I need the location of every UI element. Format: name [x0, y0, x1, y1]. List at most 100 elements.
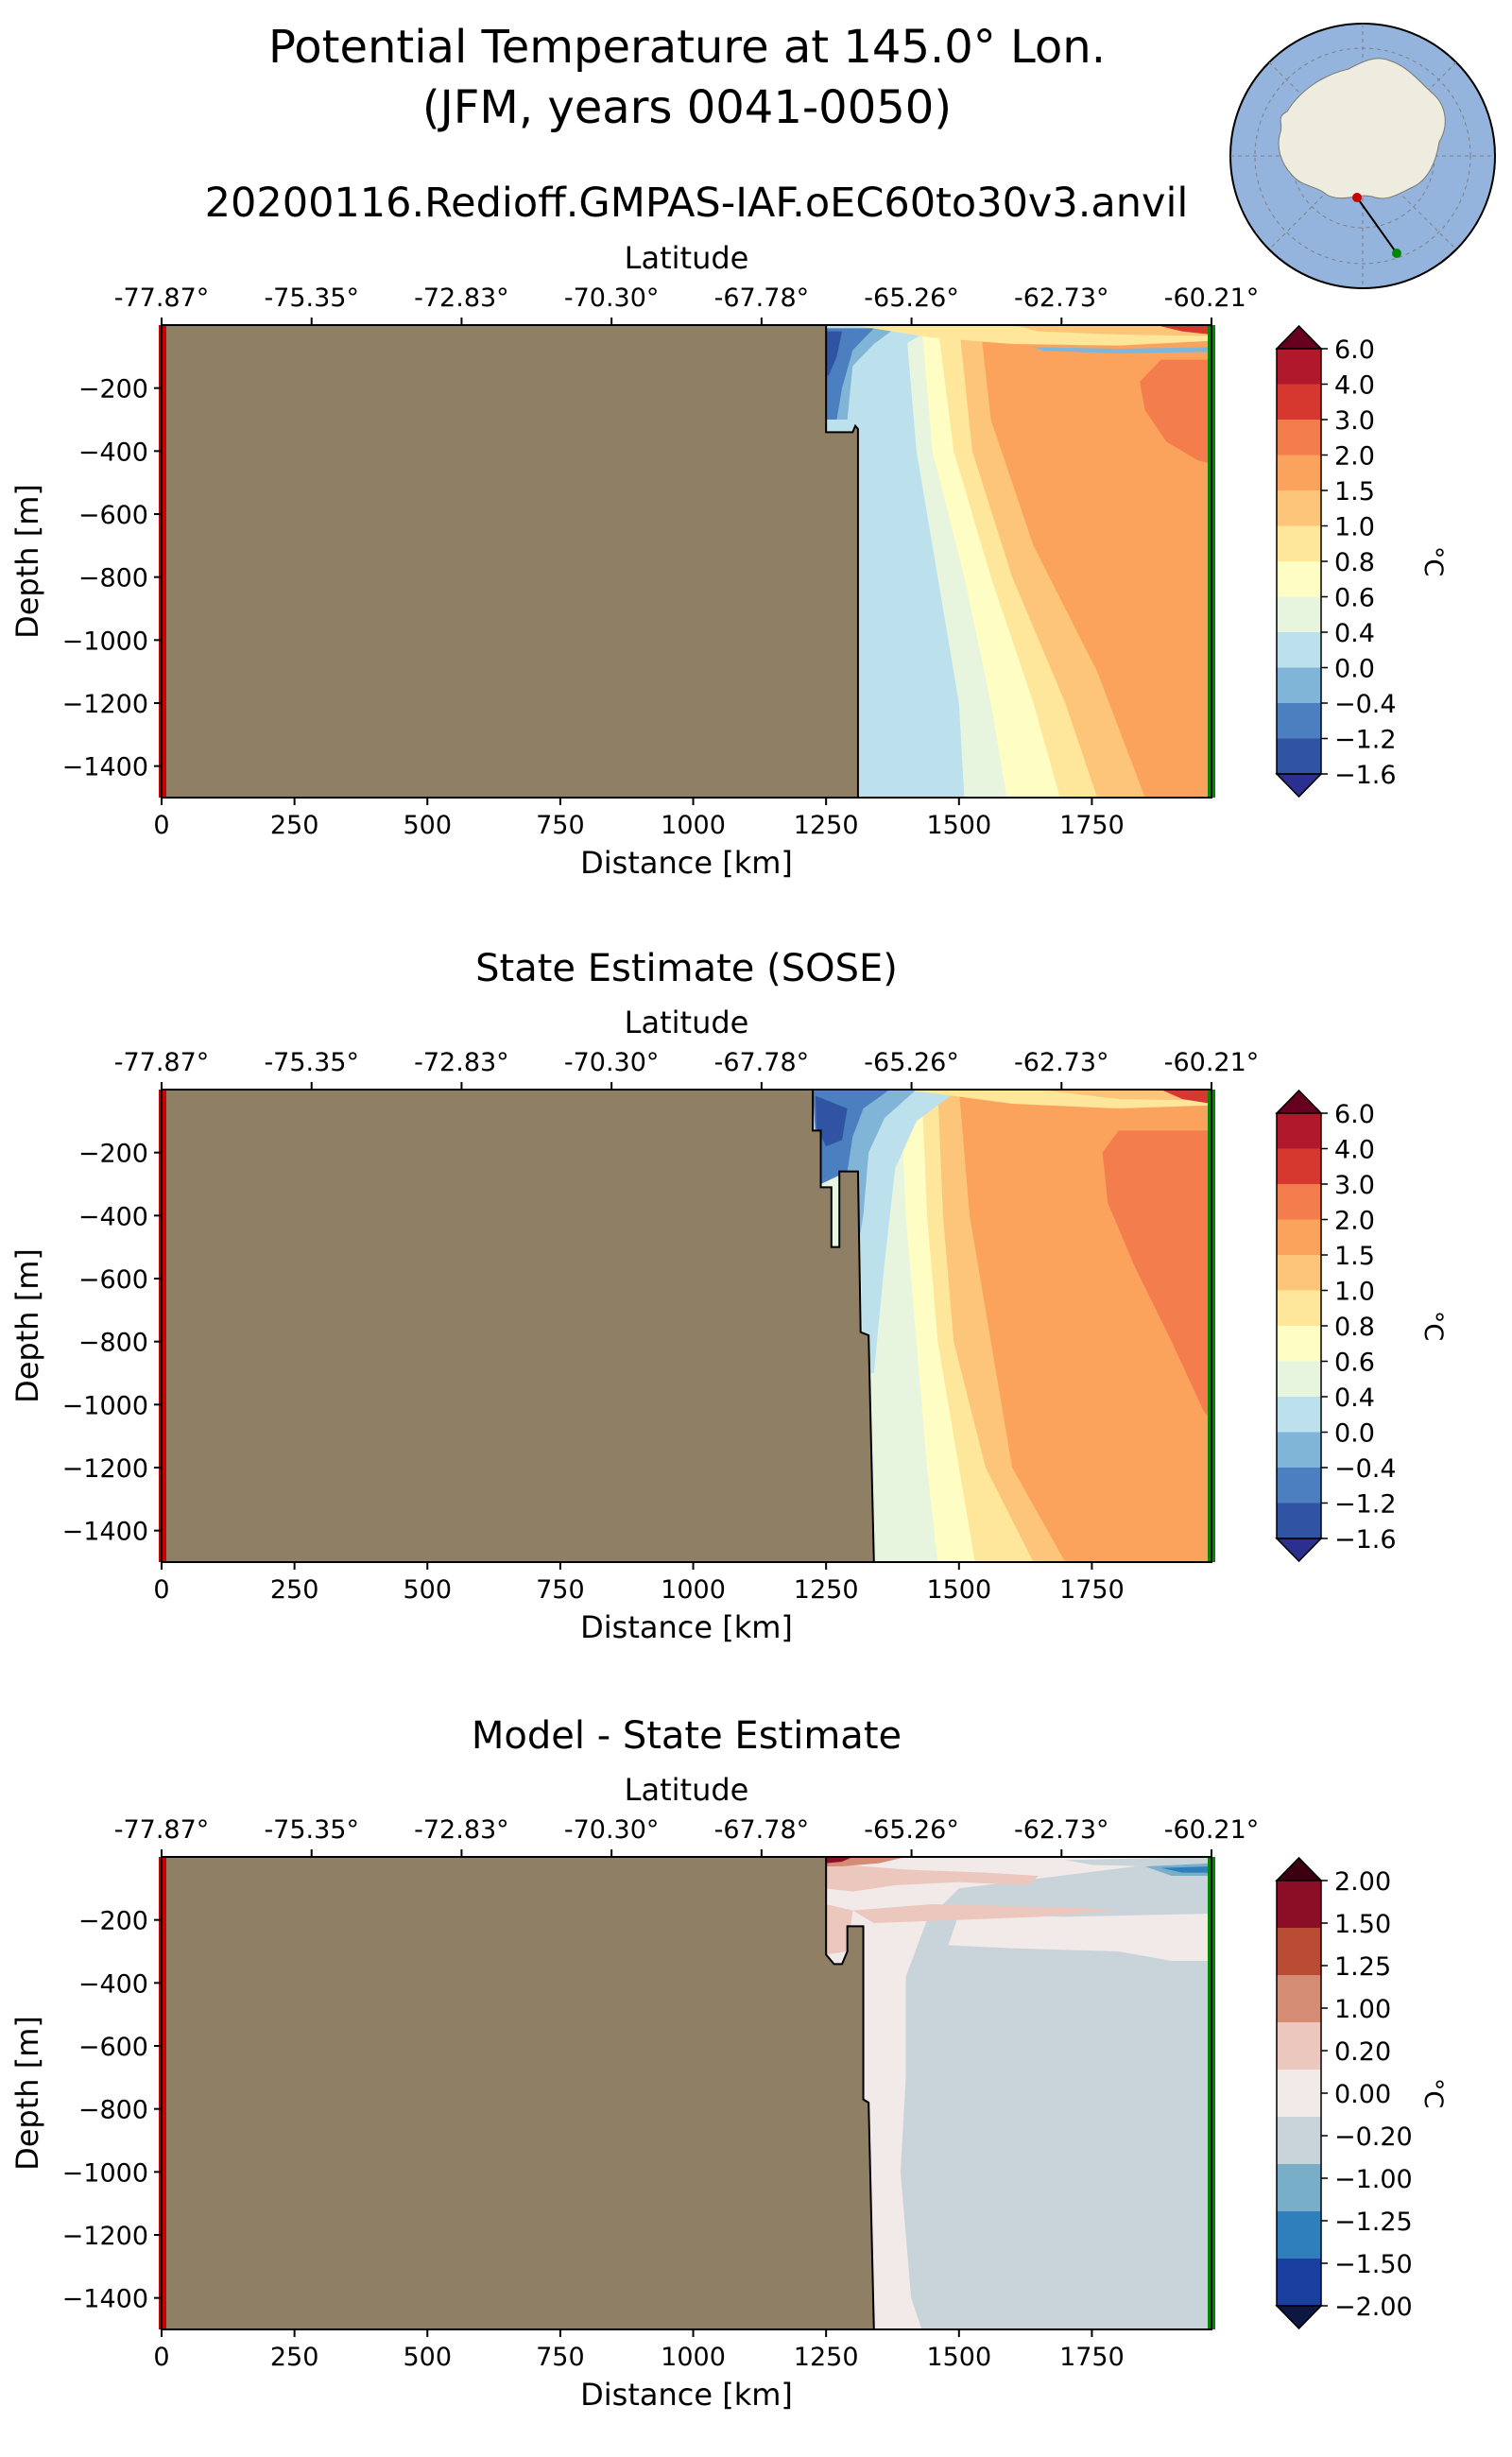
colorbar-tick-label: 3.0: [1334, 406, 1375, 436]
contour-feature-1: [1102, 1130, 1211, 1420]
y-tick-label: −800: [78, 564, 148, 593]
chart-panel-3: Model - State Estimate 0 250 500 750 1000 1250…: [9, 1714, 1448, 2413]
y-tick-label: −400: [78, 1202, 148, 1231]
y-tick-label: −1400: [62, 753, 148, 782]
colorbar-tick-label: 0.8: [1334, 1313, 1375, 1342]
contour-feature-8: [1155, 325, 1211, 335]
colorbar-tick-label: −1.00: [1334, 2165, 1413, 2194]
y-tick-label: −1000: [62, 627, 148, 656]
top-tick-label: -65.26°: [864, 284, 959, 313]
colorbar-tick-label: 1.5: [1334, 1242, 1375, 1271]
chart-panels: 0 250 500 750 1000 1250 1500 1750 Distance [km] -…: [9, 240, 1448, 2413]
colorbar-tick-label: 1.50: [1334, 1910, 1391, 1939]
inset-map-end-point: [1392, 249, 1401, 258]
colorbar-tick-label: 2.0: [1334, 442, 1375, 472]
top-tick-label: -62.73°: [1014, 284, 1109, 313]
colorbar-tick-label: 0.4: [1334, 1383, 1375, 1413]
land-mask: [162, 1857, 875, 2329]
top-tick-label: -62.73°: [1014, 1815, 1109, 1845]
x-tick-label: 500: [403, 811, 452, 840]
x-tick-label: 750: [536, 811, 585, 840]
contour-feature-2: [826, 1863, 1040, 1892]
y-tick-label: −400: [78, 438, 148, 467]
colorbar-extend-min: [1275, 2305, 1323, 2330]
contour-feature-2: [857, 328, 933, 420]
colorbar-tick-label: −1.2: [1334, 726, 1397, 755]
contour-feature-1: [948, 1914, 1211, 1961]
contour-feature-2: [813, 1090, 959, 1373]
top-tick-label: -75.35°: [264, 1815, 359, 1845]
contour-feature-4: [826, 328, 874, 420]
colorbar-swatch: [1277, 2211, 1321, 2259]
colorbar-tick-label: 1.0: [1334, 513, 1375, 542]
plot-area: [162, 325, 1211, 798]
y-tick-label: −200: [78, 1140, 148, 1169]
x-tick-label: 0: [153, 811, 169, 840]
x-tick-label: 0: [153, 2343, 169, 2372]
top-tick-label: -65.26°: [864, 1815, 959, 1845]
panel-title: State Estimate (SOSE): [475, 947, 898, 990]
colorbar-tick-label: 0.20: [1334, 2037, 1391, 2067]
contour-feature-8: [1160, 1866, 1211, 1873]
colorbar-swatch: [1277, 1219, 1321, 1256]
colorbar-swatch: [1277, 596, 1321, 633]
x-tick-label: 0: [153, 1575, 169, 1605]
top-tick-label: -65.26°: [864, 1048, 959, 1077]
y-axis-label: Depth [m]: [9, 484, 45, 639]
colorbar-tick-label: −1.25: [1334, 2208, 1413, 2237]
y-tick-label: −1400: [62, 1518, 148, 1547]
x-tick-label: 1000: [661, 811, 726, 840]
contour-feature-3: [852, 1904, 1119, 1923]
colorbar-swatch: [1277, 1184, 1321, 1220]
top-tick-label: -72.83°: [414, 284, 509, 313]
top-tick-label: -60.21°: [1164, 1815, 1260, 1845]
colorbar-swatch: [1277, 1290, 1321, 1327]
chart-panel-1: 0 250 500 750 1000 1250 1500 1750 Distance [km] -…: [9, 240, 1448, 881]
colorbar-extend-max: [1275, 1856, 1323, 1881]
x-tick-label: 250: [270, 1575, 319, 1605]
colorbar-swatch: [1277, 2259, 1321, 2307]
contour-feature-8: [1160, 1090, 1211, 1104]
colorbar-swatch: [1277, 525, 1321, 562]
y-tick-label: −1400: [62, 2285, 148, 2314]
inset-map-start-point: [1352, 193, 1362, 202]
x-tick-label: 1250: [794, 2343, 859, 2372]
colorbar-tick-label: −0.4: [1334, 1454, 1397, 1484]
colorbar-swatch: [1277, 1397, 1321, 1433]
contour-feature-9: [1033, 347, 1211, 353]
colorbar-tick-label: −0.20: [1334, 2122, 1413, 2152]
colorbar-swatch: [1277, 1113, 1321, 1149]
colorbar-tick-label: −1.50: [1334, 2250, 1413, 2279]
colorbar-tick-label: −1.6: [1334, 761, 1397, 790]
top-tick-label: -60.21°: [1164, 1048, 1260, 1077]
colorbar-swatch: [1277, 1148, 1321, 1185]
x-tick-label: 1500: [926, 811, 991, 840]
colorbar-swatch: [1277, 1503, 1321, 1539]
y-tick-label: −1200: [62, 690, 148, 719]
colorbar-swatch: [1277, 667, 1321, 704]
top-tick-label: -67.78°: [714, 1815, 810, 1845]
colorbar-swatch: [1277, 703, 1321, 739]
x-tick-label: 1750: [1059, 2343, 1125, 2372]
top-tick-label: -70.30°: [564, 1048, 660, 1077]
colorbar-swatch: [1277, 420, 1321, 455]
y-tick-label: −200: [78, 1907, 148, 1936]
colorbar-swatch: [1277, 1881, 1321, 1929]
plot-area: [162, 1090, 1211, 1562]
x-tick-label: 500: [403, 1575, 452, 1605]
top-tick-label: -67.78°: [714, 284, 810, 313]
colorbar-swatch: [1277, 1326, 1321, 1362]
colorbar-tick-label: 0.6: [1334, 1349, 1375, 1378]
land-mask: [162, 325, 859, 798]
y-tick-label: −800: [78, 1329, 148, 1358]
top-axis-label: Latitude: [625, 240, 749, 276]
top-tick-label: -67.78°: [714, 1048, 810, 1077]
contour-feature-1: [1140, 359, 1211, 464]
top-axis-label: Latitude: [625, 1772, 749, 1808]
x-tick-label: 750: [536, 1575, 585, 1605]
colorbar-tick-label: −2.00: [1334, 2293, 1413, 2322]
y-tick-label: −1000: [62, 2158, 148, 2188]
inset-map-section-line: [1356, 197, 1398, 254]
plot-frame: [161, 1089, 1212, 1563]
inset-map: [1229, 23, 1496, 289]
